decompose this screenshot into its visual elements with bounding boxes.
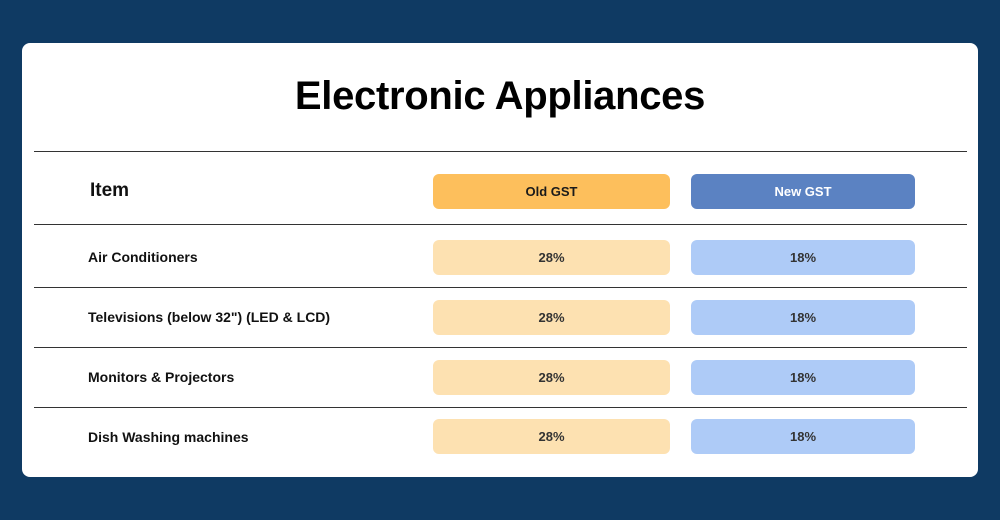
row-1-old-gst: 28% — [433, 240, 670, 275]
column-header-old-gst: Old GST — [433, 174, 670, 209]
column-header-new-gst: New GST — [691, 174, 915, 209]
row-4-new-gst: 18% — [691, 419, 915, 454]
row-3-item: Monitors & Projectors — [88, 369, 235, 385]
column-header-item: Item — [90, 180, 130, 201]
row-2-old-gst: 28% — [433, 300, 670, 335]
row-1-item: Air Conditioners — [88, 249, 198, 265]
divider-header — [34, 224, 967, 225]
row-2-new-gst: 18% — [691, 300, 915, 335]
row-1-new-gst: 18% — [691, 240, 915, 275]
row-4-old-gst: 28% — [433, 419, 670, 454]
divider-top — [34, 151, 967, 152]
row-3-old-gst: 28% — [433, 360, 670, 395]
divider-row-3 — [34, 407, 967, 408]
divider-row-2 — [34, 347, 967, 348]
divider-row-1 — [34, 287, 967, 288]
page-title: Electronic Appliances — [294, 74, 706, 118]
row-3-new-gst: 18% — [691, 360, 915, 395]
row-2-item: Televisions (below 32") (LED & LCD) — [88, 309, 331, 325]
row-4-item: Dish Washing machines — [88, 429, 249, 445]
